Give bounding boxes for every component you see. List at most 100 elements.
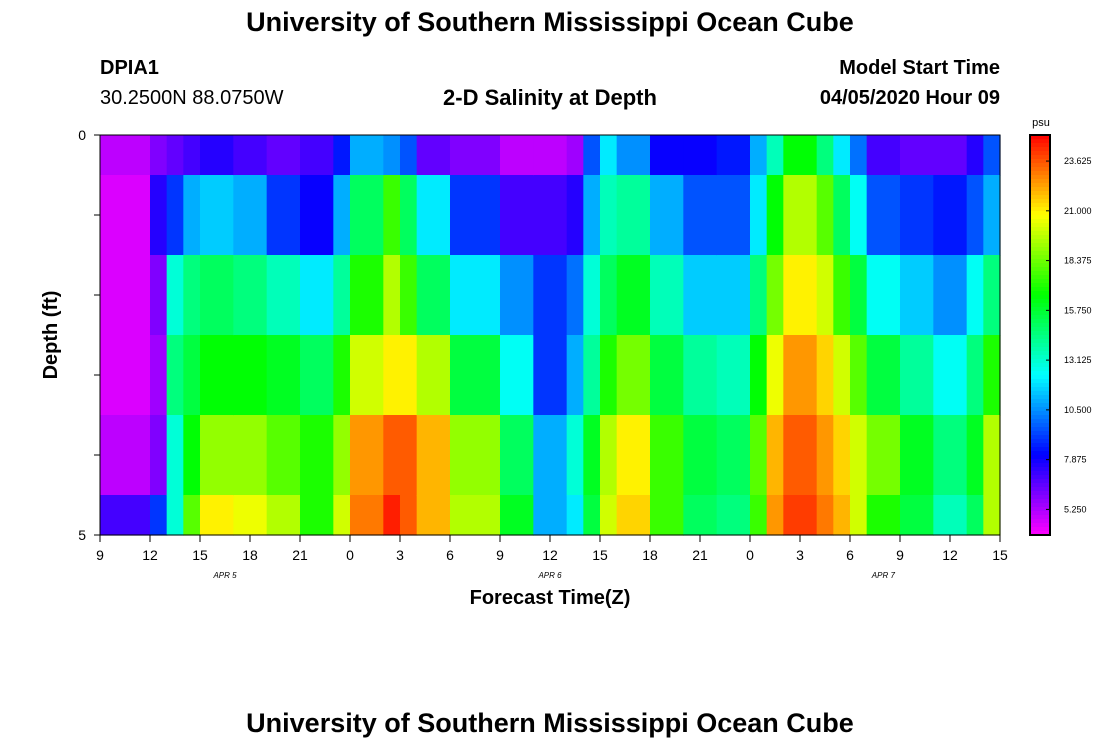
- heatmap-cell: [383, 135, 401, 176]
- colorbar-swatch: [1030, 255, 1050, 260]
- heatmap-cell: [783, 175, 818, 256]
- heatmap-cell: [266, 495, 301, 536]
- heatmap-cell: [833, 135, 851, 176]
- heatmap-cell: [616, 175, 651, 256]
- heatmap-cell: [333, 175, 351, 256]
- x-tick-label: 9: [896, 547, 904, 563]
- heatmap-cell: [533, 135, 568, 176]
- colorbar-swatch: [1030, 487, 1050, 492]
- heatmap-cell: [683, 135, 718, 176]
- colorbar-swatch: [1030, 395, 1050, 400]
- colorbar-swatch: [1030, 227, 1050, 232]
- colorbar-tick-label: 10.500: [1064, 405, 1092, 415]
- heatmap-cell: [833, 335, 851, 416]
- heatmap-cell: [333, 255, 351, 336]
- heatmap-cell: [933, 415, 968, 496]
- heatmap-cell: [783, 135, 818, 176]
- colorbar-swatch: [1030, 343, 1050, 348]
- colorbar-swatch: [1030, 495, 1050, 500]
- colorbar-swatch: [1030, 331, 1050, 336]
- colorbar-swatch: [1030, 155, 1050, 160]
- colorbar-swatch: [1030, 303, 1050, 308]
- heatmap-cell: [450, 335, 501, 416]
- station-coordinates: 30.2500N 88.0750W: [100, 87, 284, 109]
- x-tick-label: 21: [692, 547, 708, 563]
- heatmap-cell: [616, 335, 651, 416]
- heatmap-cell: [333, 415, 351, 496]
- colorbar-swatch: [1030, 351, 1050, 356]
- colorbar-swatch: [1030, 295, 1050, 300]
- x-tick-label: 0: [746, 547, 754, 563]
- colorbar-swatch: [1030, 271, 1050, 276]
- heatmap-cell: [650, 175, 684, 256]
- heatmap-cell: [350, 135, 384, 176]
- colorbar-swatch: [1030, 467, 1050, 472]
- heatmap-cell: [900, 255, 934, 336]
- colorbar-tick-label: 7.875: [1064, 455, 1087, 465]
- colorbar-swatch: [1030, 323, 1050, 328]
- heatmap-cell: [300, 135, 334, 176]
- colorbar-swatch: [1030, 279, 1050, 284]
- colorbar-swatch: [1030, 367, 1050, 372]
- heatmap-cell: [583, 415, 601, 496]
- heatmap-cell: [616, 495, 651, 536]
- y-tick-label: 5: [78, 527, 86, 543]
- heatmap-cell: [833, 175, 851, 256]
- heatmap-cell: [900, 415, 934, 496]
- colorbar-swatch: [1030, 503, 1050, 508]
- heatmap-cell: [533, 335, 568, 416]
- colorbar-tick-label: 21.000: [1064, 206, 1092, 216]
- heatmap-cell: [450, 415, 501, 496]
- heatmap-cell: [866, 415, 901, 496]
- heatmap-cell: [383, 175, 401, 256]
- x-tick-label: 12: [142, 547, 158, 563]
- colorbar-swatch: [1030, 427, 1050, 432]
- heatmap-cell: [183, 495, 201, 536]
- heatmap-cell: [166, 495, 184, 536]
- heatmap-cell: [866, 175, 901, 256]
- colorbar-swatch: [1030, 379, 1050, 384]
- colorbar-swatch: [1030, 311, 1050, 316]
- heatmap-cell: [566, 135, 584, 176]
- colorbar-swatch: [1030, 447, 1050, 452]
- colorbar-swatch: [1030, 207, 1050, 212]
- heatmap-cell: [966, 415, 984, 496]
- salinity-heatmap-chart: 9 12 15 18 21 0 3 6 9 12 15 18 21 0 3 6 9 12 15 APR 5 APR 6 A…: [40, 117, 1092, 609]
- heatmap-cell: [866, 135, 901, 176]
- heatmap-cell: [683, 495, 718, 536]
- colorbar-swatch: [1030, 199, 1050, 204]
- heatmap-cell: [933, 175, 968, 256]
- heatmap-cell: [500, 495, 534, 536]
- heatmap-cell: [383, 335, 401, 416]
- heatmap-cell: [833, 495, 851, 536]
- colorbar-swatch: [1030, 171, 1050, 176]
- heatmap-cell: [750, 335, 768, 416]
- heatmap-cell: [183, 175, 201, 256]
- heatmap-cell: [583, 335, 601, 416]
- colorbar-swatch: [1030, 459, 1050, 464]
- heatmap-cell: [850, 255, 868, 336]
- heatmap-cells: [100, 135, 1001, 536]
- heatmap-cell: [150, 255, 168, 336]
- heatmap-cell: [650, 415, 684, 496]
- x-tick-label: 12: [942, 547, 958, 563]
- heatmap-cell: [183, 135, 201, 176]
- heatmap-cell: [183, 255, 201, 336]
- colorbar-swatch: [1030, 383, 1050, 388]
- heatmap-cell: [450, 255, 501, 336]
- heatmap-cell: [716, 175, 751, 256]
- heatmap-cell: [566, 495, 584, 536]
- heatmap-cell: [416, 415, 451, 496]
- colorbar-swatch: [1030, 483, 1050, 488]
- heatmap-cell: [716, 335, 751, 416]
- heatmap-cell: [166, 135, 184, 176]
- page-title: University of Southern Mississippi Ocean…: [246, 7, 854, 37]
- heatmap-cell: [166, 415, 184, 496]
- heatmap-cell: [100, 135, 151, 176]
- heatmap-cell: [983, 335, 1001, 416]
- x-tick-label: 15: [992, 547, 1008, 563]
- colorbar-swatch: [1030, 451, 1050, 456]
- colorbar-swatch: [1030, 183, 1050, 188]
- heatmap-cell: [783, 415, 818, 496]
- heatmap-cell: [766, 495, 784, 536]
